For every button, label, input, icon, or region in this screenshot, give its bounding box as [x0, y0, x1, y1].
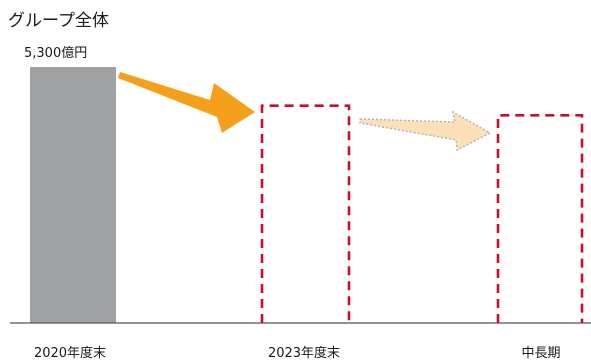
trend-arrow-2 — [359, 110, 492, 152]
x-tick-label-2: 2023年度末 — [268, 345, 340, 361]
bar-1 — [30, 67, 116, 323]
bars-layer — [30, 67, 584, 323]
data-label-1: 5,300億円 — [24, 45, 87, 61]
chart-title: グループ全体 — [8, 11, 109, 31]
labels-layer: 2020年度末 2023年度末 中長期 5,300億円 — [24, 45, 561, 361]
arrows-layer — [118, 72, 492, 152]
bar-3 — [496, 114, 584, 323]
x-tick-label-3: 中長期 — [521, 346, 560, 361]
trend-arrow-1 — [118, 72, 255, 133]
bar-2 — [260, 104, 351, 323]
x-tick-label-1: 2020年度末 — [34, 345, 106, 361]
